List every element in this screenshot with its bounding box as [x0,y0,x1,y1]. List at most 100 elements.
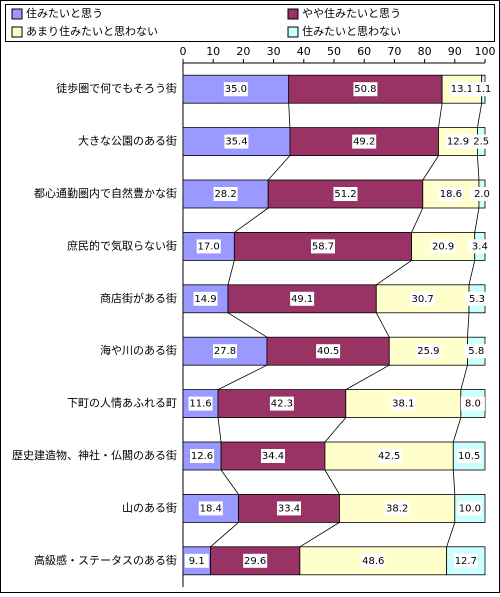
value-label: 14.9 [194,294,216,305]
legend-label: 住みたいと思わない [302,24,401,38]
value-label-bg [453,553,478,568]
value-label-bg [269,396,294,411]
value-label: 33.4 [278,503,300,514]
value-label: 2.0 [474,189,490,200]
value-label-bg [460,396,485,411]
connector-line [477,155,480,181]
value-label: 38.1 [392,399,414,410]
connector-line [324,469,340,495]
value-label: 13.1 [451,84,473,95]
value-label: 48.6 [362,556,384,567]
x-tick-label: 80 [418,45,432,58]
value-label-bg [198,501,223,516]
value-label-bg [223,82,248,97]
y-tick-label: 山のある街 [122,500,177,514]
value-label: 12.7 [455,556,477,567]
value-label: 2.5 [473,137,489,148]
connector-line [345,364,390,390]
value-label-bg [377,449,402,463]
value-label-bg [469,134,494,149]
bar-segment [182,336,268,366]
x-tick-label: 40 [297,45,311,58]
value-label: 38.2 [386,503,408,514]
connector-line [452,469,456,495]
value-label-bg [410,291,435,306]
value-label-bg [277,501,302,516]
value-label-bg [469,187,494,201]
value-label-bg [471,82,496,97]
legend-swatch [287,26,299,38]
connector-line [288,103,291,128]
value-label-bg [260,449,285,463]
value-label: 35.0 [225,84,247,95]
value-label-bg [352,134,377,149]
value-label: 29.6 [244,556,266,567]
legend-label: やや住みたいと思う [302,6,401,20]
connector-line [234,207,269,233]
value-label: 30.7 [412,294,434,305]
connector-line [422,155,439,181]
value-label: 35.4 [225,137,247,148]
connector-line [267,155,291,181]
value-label-bg [316,344,341,359]
value-label-bg [464,291,489,306]
connector-line [474,207,480,233]
y-tick-label: 高級感・ステータスのある街 [34,553,177,567]
value-label: 1.1 [475,84,491,95]
value-label: 27.8 [214,346,236,357]
legend-swatch [11,26,23,38]
value-label: 40.5 [317,346,339,357]
x-tick-label: 20 [236,45,250,58]
x-tick-label: 70 [387,45,401,58]
value-label-bg [193,291,218,306]
value-label: 18.4 [200,503,222,514]
legend-swatch [11,8,23,20]
value-label-bg [353,82,378,97]
x-tick-label: 90 [448,45,462,58]
value-label-bg [467,239,492,254]
value-label-bg [213,187,238,201]
y-tick-label: 大きな公園のある街 [78,134,177,148]
value-label-bg [190,449,215,463]
x-tick-label: 10 [206,45,220,58]
connector-line [411,207,424,233]
connector-line [324,417,347,443]
x-tick-label: 0 [180,45,187,58]
value-label-bg [196,239,221,254]
value-label: 42.5 [378,451,400,462]
value-label: 20.9 [432,241,454,252]
value-label: 5.8 [468,346,484,357]
legend-label: あまり住みたいと思わない [26,24,158,38]
connector-line [376,260,412,286]
connector-line [217,364,268,390]
value-label-bg [457,501,482,516]
connector-line [438,103,443,128]
value-label-bg [310,239,335,254]
value-label-bg [445,134,470,149]
value-label-bg [416,344,441,359]
value-label-bg [385,501,410,516]
connector-line [375,312,390,338]
legend-label: 住みたいと思う [26,6,103,20]
x-tick-label: 60 [357,45,371,58]
value-label: 49.2 [353,137,375,148]
bar-segment [182,179,269,209]
y-tick-label: 庶民的で気取らない街 [67,238,177,252]
value-label: 58.7 [312,241,334,252]
connector-line [220,469,239,495]
value-label: 50.8 [354,84,376,95]
value-label: 25.9 [417,346,439,357]
connector-line [227,260,235,285]
connector-line [460,365,468,390]
value-label: 12.6 [191,451,213,462]
value-label: 3.4 [472,241,488,252]
value-label-bg [431,239,456,254]
x-tick-label: 100 [475,45,496,58]
value-label: 49.1 [291,294,313,305]
connector-line [299,522,340,548]
connector-line [210,522,239,548]
value-label-bg [188,396,213,411]
connector-line [477,103,483,128]
value-label: 18.6 [440,189,462,200]
connector-line [468,260,476,285]
